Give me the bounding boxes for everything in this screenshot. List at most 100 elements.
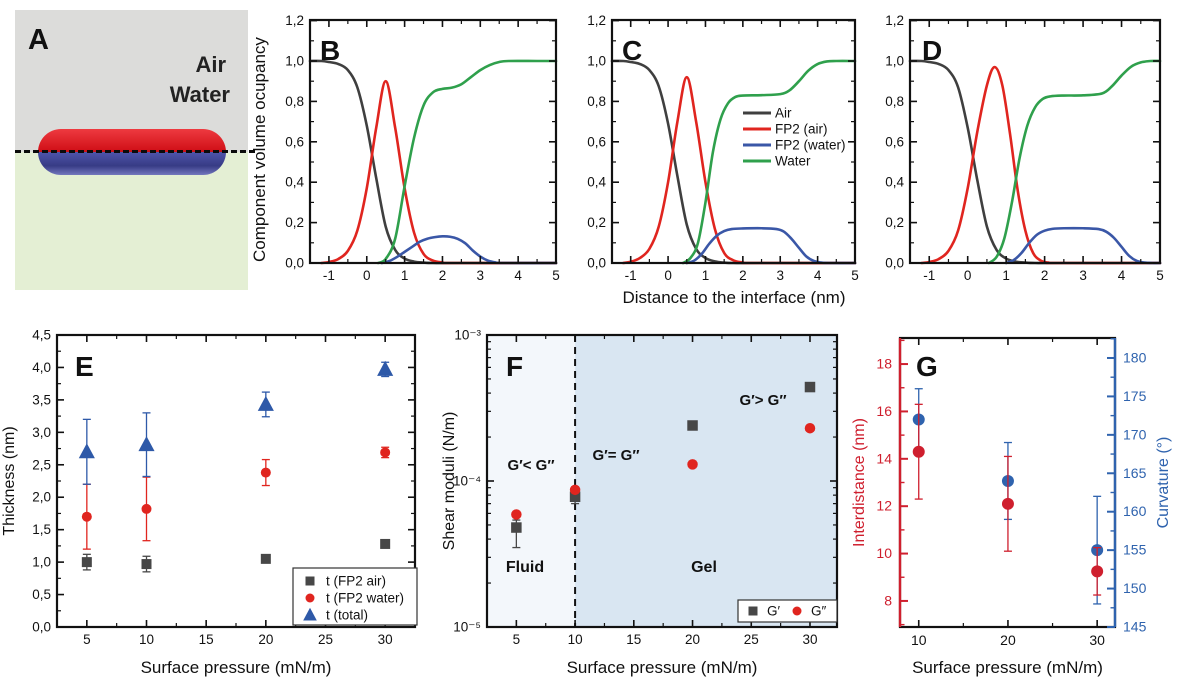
y-tick-label: 1,2 xyxy=(885,13,904,28)
series-line-fp2-water- xyxy=(380,235,558,265)
panel-b-content: 0,0 0,2 0,4 0,6 0,8 1,0 1,2 -1 0 1 2 3 4 5 B xyxy=(285,13,560,283)
x-tick-label: 4 xyxy=(814,268,822,283)
x-tick-label: 5 xyxy=(513,632,521,647)
y-tick-label-right: 155 xyxy=(1123,542,1147,558)
y-tick-label: 3,0 xyxy=(32,425,51,440)
y-tick-label: 0,0 xyxy=(885,256,904,271)
x-tick-label: 15 xyxy=(626,632,641,647)
x-tick-label: 25 xyxy=(318,632,333,647)
panel-e-plot: 0,0 0,5 1,0 1,5 2,0 2,5 3,0 3,5 4,0 4,5 5 10 15 20 25 3… xyxy=(1,328,418,677)
x-tick-label: 5 xyxy=(552,268,560,283)
phase-region xyxy=(575,335,837,627)
data-point xyxy=(305,576,315,586)
x-tick-label: -1 xyxy=(323,268,335,283)
legend-label: G′ xyxy=(767,604,781,619)
axis-frame xyxy=(308,18,558,265)
series-line-fp2-air- xyxy=(621,75,857,265)
y-tick-label-left: 8 xyxy=(884,592,892,608)
y-tick-label: 0,6 xyxy=(885,134,904,149)
y-tick-label: 1,0 xyxy=(32,555,51,570)
capsule-bottom-half xyxy=(38,152,226,175)
data-point xyxy=(569,491,581,503)
annotation: Gel xyxy=(691,559,717,576)
y-tick-label: 0,8 xyxy=(587,94,606,109)
x-tick-label: 20 xyxy=(1000,632,1016,648)
y-tick-label: 1,0 xyxy=(285,54,304,69)
data-point xyxy=(138,436,155,452)
y-tick-label-right: 180 xyxy=(1123,349,1147,365)
data-point xyxy=(303,607,317,621)
x-tick-label: 5 xyxy=(1156,268,1164,283)
x-tick-label: 10 xyxy=(139,632,154,647)
air-label: Air xyxy=(195,52,226,77)
data-point xyxy=(377,360,394,376)
x-tick-label: 3 xyxy=(776,268,784,283)
legend-label: Water xyxy=(775,154,811,169)
panel-f-plot: G′< G″ G′= G″ G′> G″ Fluid Gel 10⁻⁵ 10⁻⁴ 10⁻³ 5 1… xyxy=(441,328,839,677)
x-tick-label: 2 xyxy=(739,268,747,283)
data-point xyxy=(380,447,391,458)
x-tick-label: 0 xyxy=(664,268,672,283)
panel-d-plot: 0,0 0,2 0,4 0,6 0,8 1,0 1,2 -1 0 1 2 3 4 5 D xyxy=(885,13,1164,283)
x-tick-label: 20 xyxy=(258,632,273,647)
y-tick-label: 0,4 xyxy=(885,175,904,190)
y-tick-label-right: 160 xyxy=(1123,503,1147,519)
y-axis-label-left: Interdistance (nm) xyxy=(851,418,868,547)
y-tick-label: 0,0 xyxy=(587,256,606,271)
interface-dashed-line xyxy=(15,150,255,153)
y-tick-label: 0,5 xyxy=(32,587,51,602)
y-tick-label: 0,0 xyxy=(285,256,304,271)
profiles-y-axis-label: Component volume ocupancy xyxy=(250,37,269,263)
x-tick-label: 0 xyxy=(363,268,371,283)
y-tick-label: 2,5 xyxy=(32,457,51,472)
data-point xyxy=(748,606,758,616)
y-tick-label-right: 170 xyxy=(1123,426,1147,442)
annotation: G′= G″ xyxy=(592,447,639,464)
data-point xyxy=(912,445,925,458)
legend-label: t (FP2 water) xyxy=(326,591,404,606)
panel-letter: B xyxy=(320,35,340,66)
data-point xyxy=(81,557,92,568)
y-tick-label: 10⁻³ xyxy=(454,328,481,343)
panel-e-content: 0,0 0,5 1,0 1,5 2,0 2,5 3,0 3,5 4,0 4,5 5 10 15 20 25 3… xyxy=(1,328,418,677)
x-tick-label: 3 xyxy=(1079,268,1087,283)
series-line-water xyxy=(681,59,857,265)
data-point xyxy=(1091,565,1104,578)
y-tick-label-right: 145 xyxy=(1123,619,1147,635)
axis-frame xyxy=(908,18,1162,265)
x-tick-label: 1 xyxy=(1002,268,1010,283)
data-point xyxy=(569,484,581,496)
particle-capsule xyxy=(38,129,226,175)
annotation: Fluid xyxy=(506,559,544,576)
data-point xyxy=(141,559,152,570)
legend-label: FP2 (air) xyxy=(775,122,828,137)
x-tick-label: 15 xyxy=(199,632,214,647)
series-line-water xyxy=(376,59,558,265)
x-tick-label: 4 xyxy=(1118,268,1126,283)
y-tick-label: 1,0 xyxy=(885,54,904,69)
y-tick-label-right: 175 xyxy=(1123,388,1147,404)
series-line-air xyxy=(610,59,857,265)
y-tick-label-right: 165 xyxy=(1123,465,1147,481)
y-tick-label: 2,0 xyxy=(32,490,51,505)
panel-d-content: 0,0 0,2 0,4 0,6 0,8 1,0 1,2 -1 0 1 2 3 4 5 D xyxy=(885,13,1164,283)
x-tick-label: 5 xyxy=(851,268,859,283)
y-tick-label: 3,5 xyxy=(32,392,51,407)
legend-label: t (total) xyxy=(326,608,368,623)
y-tick-label: 0,4 xyxy=(285,175,304,190)
y-axis-label-right: Curvature (°) xyxy=(1155,437,1172,529)
x-tick-label: -1 xyxy=(923,268,935,283)
water-region xyxy=(15,152,248,290)
y-tick-label-right: 150 xyxy=(1123,580,1147,596)
y-tick-label: 0,0 xyxy=(32,620,51,635)
y-tick-label: 1,2 xyxy=(285,13,304,28)
x-tick-label: 30 xyxy=(378,632,393,647)
x-tick-label: 1 xyxy=(401,268,409,283)
x-tick-label: 25 xyxy=(744,632,759,647)
legend-box xyxy=(737,599,838,623)
panel-g-content: 8 10 12 14 16 18 145 150 155 160 165 170 175 180 10 20 3… xyxy=(851,336,1172,677)
y-tick-label: 1,2 xyxy=(587,13,606,28)
series-line-fp2-water- xyxy=(1004,226,1162,265)
